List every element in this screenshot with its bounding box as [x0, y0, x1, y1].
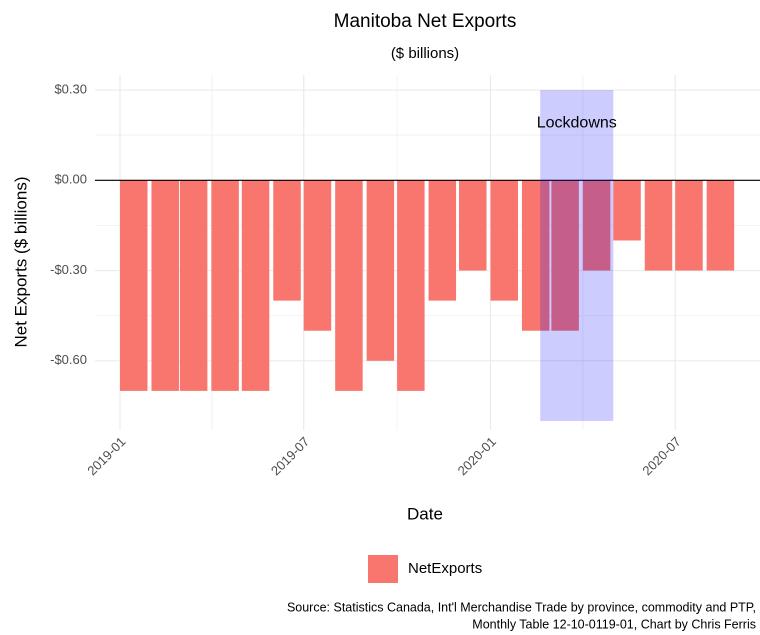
- x-axis-title: Date: [407, 504, 443, 523]
- bar: [644, 180, 673, 271]
- x-tick-label: 2020-07: [639, 434, 683, 478]
- bar: [273, 180, 301, 301]
- legend-swatch: [368, 555, 398, 583]
- bar: [179, 180, 208, 391]
- bar: [428, 180, 457, 301]
- y-tick-label: $0.00: [54, 172, 87, 187]
- bar: [582, 180, 611, 271]
- bar: [675, 180, 703, 271]
- bar: [151, 180, 179, 391]
- bar: [551, 180, 579, 331]
- bar: [366, 180, 395, 361]
- annotation-label: Lockdowns: [537, 114, 617, 131]
- x-tick-label: 2019-07: [268, 434, 312, 478]
- y-tick-label: -$0.30: [50, 262, 87, 277]
- bar: [459, 180, 487, 271]
- caption: Monthly Table 12-10-0119-01, Chart by Ch…: [472, 617, 756, 631]
- caption: Source: Statistics Canada, Int'l Merchan…: [287, 600, 756, 614]
- bar: [211, 180, 239, 391]
- chart-title: Manitoba Net Exports: [334, 11, 517, 32]
- bar: [521, 180, 550, 331]
- y-tick-label: -$0.60: [50, 352, 87, 367]
- annotation-region: [540, 90, 614, 421]
- legend-label: NetExports: [408, 560, 482, 577]
- bar: [613, 180, 641, 241]
- bar: [490, 180, 518, 301]
- y-tick-label: $0.30: [54, 81, 87, 96]
- y-axis-title: Net Exports ($ billions): [11, 176, 30, 347]
- bar: [120, 180, 148, 391]
- bar: [397, 180, 425, 391]
- chart-subtitle: ($ billions): [391, 45, 459, 62]
- bar: [706, 180, 735, 271]
- bar: [241, 180, 270, 391]
- bar: [335, 180, 363, 391]
- x-tick-label: 2020-01: [455, 434, 499, 478]
- bar: [303, 180, 332, 331]
- x-tick-label: 2019-01: [84, 434, 128, 478]
